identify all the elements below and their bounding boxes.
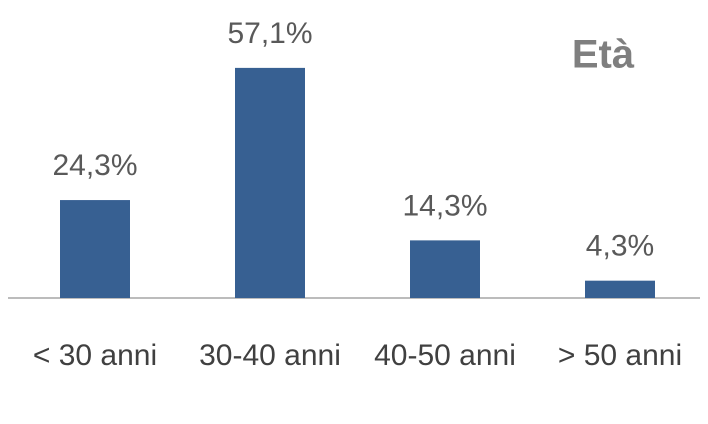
x-tick-label: > 50 anni [558,339,682,372]
data-label: 24,3% [52,149,137,182]
data-label: 57,1% [227,17,312,50]
data-label: 4,3% [586,230,654,263]
data-label: 14,3% [402,189,487,222]
x-tick-label: 30-40 anni [199,339,341,372]
chart-title: Età [572,33,635,77]
bar [60,200,130,298]
bar [585,280,655,298]
bar [235,67,305,299]
x-tick-label: < 30 anni [33,339,157,372]
x-tick-label: 40-50 anni [374,339,516,372]
bar [410,240,480,298]
